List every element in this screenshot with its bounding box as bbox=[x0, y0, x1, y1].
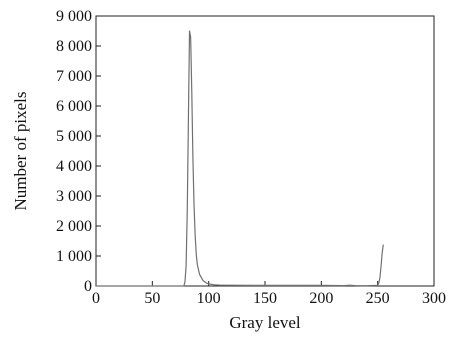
y-tick-label: 6 000 bbox=[56, 98, 92, 115]
histogram-series-line-0 bbox=[96, 30, 384, 287]
series-layer bbox=[96, 30, 384, 287]
y-tick-label: 8 000 bbox=[56, 38, 92, 55]
y-tick-label: 9 000 bbox=[56, 8, 92, 25]
y-axis-title: Number of pixels bbox=[11, 92, 30, 211]
x-tick-label: 100 bbox=[197, 290, 221, 307]
x-axis-ticks: 0 50 100 150 200 250 300 bbox=[92, 281, 446, 307]
x-tick-label: 300 bbox=[422, 290, 446, 307]
x-tick-label: 0 bbox=[92, 290, 100, 307]
x-tick-label: 250 bbox=[366, 290, 390, 307]
y-tick-label: 5 000 bbox=[56, 128, 92, 145]
x-tick-label: 50 bbox=[144, 290, 160, 307]
x-axis-title: Gray level bbox=[229, 313, 301, 332]
y-tick-label: 1 000 bbox=[56, 248, 92, 265]
y-axis-ticks: 0 1 000 2 000 3 000 4 000 5 000 6 000 7 000 8 00… bbox=[56, 8, 101, 295]
y-tick-label: 3 000 bbox=[56, 188, 92, 205]
y-tick-label: 2 000 bbox=[56, 218, 92, 235]
x-tick-label: 150 bbox=[253, 290, 277, 307]
y-tick-label: 7 000 bbox=[56, 68, 92, 85]
x-tick-label: 200 bbox=[309, 290, 333, 307]
y-tick-label: 4 000 bbox=[56, 158, 92, 175]
y-tick-label: 0 bbox=[84, 278, 92, 295]
